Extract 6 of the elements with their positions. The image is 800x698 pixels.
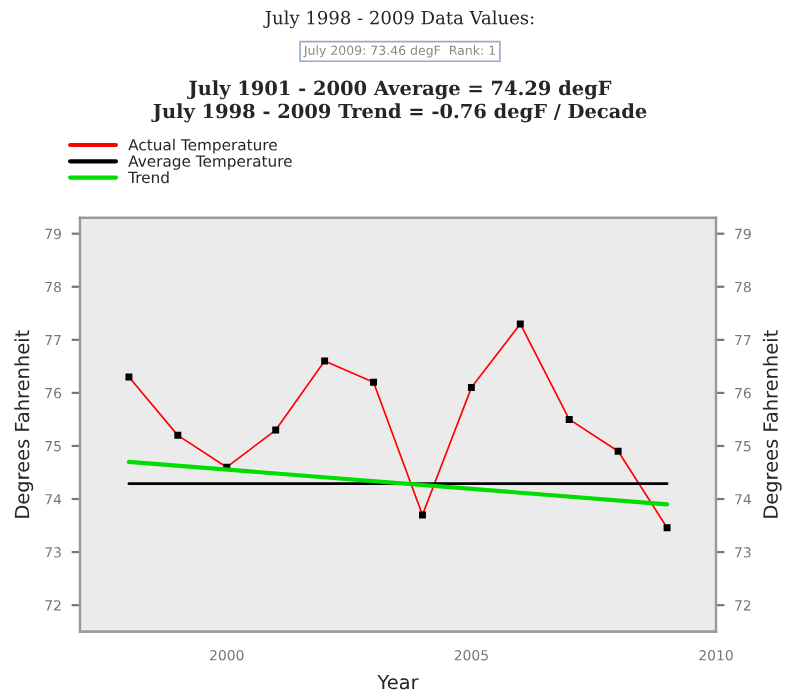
chart-title: July 1901 - 2000 Average = 74.29 degF: [187, 80, 612, 100]
text: July 1998 - 2009 Data Values:: [263, 10, 534, 29]
chart-subtitle: July 1998 - 2009 Trend = -0.76 degF / Decade: [151, 103, 647, 123]
x-axis-title: Year: [377, 674, 419, 690]
y-axis-title: Degrees Fahrenheit: [14, 330, 34, 518]
y2-axis-title: Degrees Fahrenheit: [762, 330, 782, 518]
